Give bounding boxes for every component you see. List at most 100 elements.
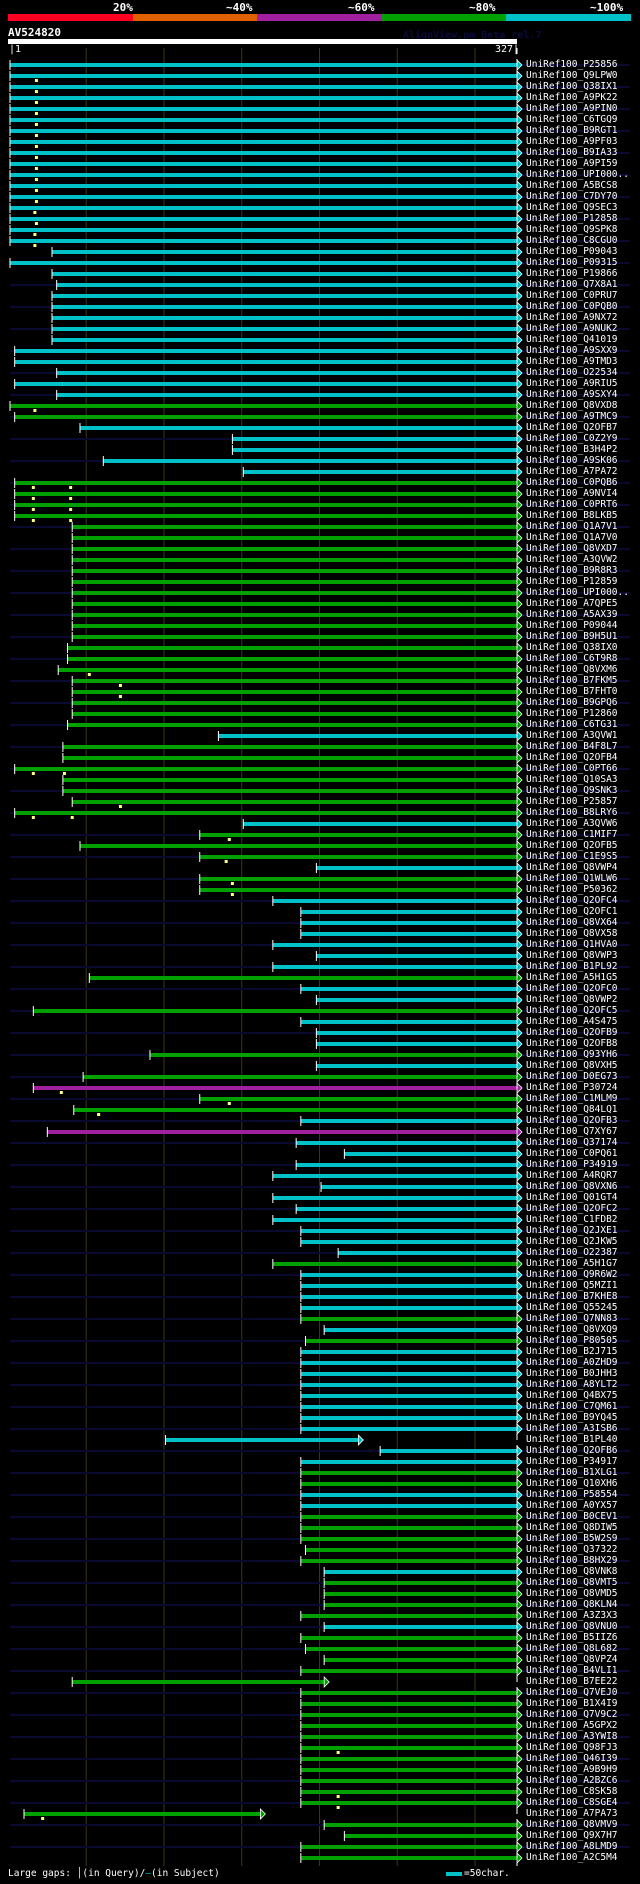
hit-label[interactable]: UniRef100_B5W2S9 <box>526 1533 618 1544</box>
hit-label[interactable]: UniRef100_A5BCS8 <box>526 180 618 191</box>
hit-label[interactable]: UniRef100_A7PA73 <box>526 1808 618 1819</box>
hit-label[interactable]: UniRef100_A3Z3X3 <box>526 1610 618 1621</box>
hit-label[interactable]: UniRef100_Q9SPK8 <box>526 224 618 235</box>
hit-label[interactable]: UniRef100_B1X4I9 <box>526 1698 618 1709</box>
hit-label[interactable]: UniRef100_Q2OFB4 <box>526 752 618 763</box>
hit-label[interactable]: UniRef100_C0PT66 <box>526 763 618 774</box>
hit-label[interactable]: UniRef100_Q2JKW5 <box>526 1236 618 1247</box>
hit-label[interactable]: UniRef100_Q1HVA0 <box>526 939 618 950</box>
hit-label[interactable]: UniRef100_Q4BX75 <box>526 1390 618 1401</box>
hit-label[interactable]: UniRef100_Q2OFC2 <box>526 1203 618 1214</box>
hit-label[interactable]: UniRef100_Q9SNK3 <box>526 785 618 796</box>
hit-label[interactable]: UniRef100_Q2OFC1 <box>526 906 618 917</box>
hit-label[interactable]: UniRef100_Q93YH6 <box>526 1049 618 1060</box>
hit-label[interactable]: UniRef100_P25857 <box>526 796 618 807</box>
hit-label[interactable]: UniRef100_Q41019 <box>526 334 618 345</box>
hit-label[interactable]: UniRef100_A9PI59 <box>526 158 618 169</box>
hit-label[interactable]: UniRef100_Q2OFB6 <box>526 1445 618 1456</box>
hit-label[interactable]: UniRef100_B0CEV1 <box>526 1511 618 1522</box>
hit-label[interactable]: UniRef100_C6TG31 <box>526 719 618 730</box>
hit-label[interactable]: UniRef100_UPI000.. <box>526 169 629 180</box>
hit-label[interactable]: UniRef100_B8LRY6 <box>526 807 618 818</box>
hit-label[interactable]: UniRef100_Q8VXD8 <box>526 400 618 411</box>
hit-label[interactable]: UniRef100_A5GPX2 <box>526 1720 618 1731</box>
hit-label[interactable]: UniRef100_Q38IX1 <box>526 81 618 92</box>
hit-label[interactable]: UniRef100_C8SK58 <box>526 1786 618 1797</box>
hit-label[interactable]: UniRef100_Q9X7H7 <box>526 1830 618 1841</box>
hit-label[interactable]: UniRef100_Q5MZI1 <box>526 1280 618 1291</box>
hit-label[interactable]: UniRef100_Q01GT4 <box>526 1192 618 1203</box>
hit-label[interactable]: UniRef100_Q8VPZ4 <box>526 1654 618 1665</box>
hit-label[interactable]: UniRef100_C0Z2Y9 <box>526 433 618 444</box>
hit-label[interactable]: UniRef100_Q8VXM6 <box>526 664 618 675</box>
hit-label[interactable]: UniRef100_C7QM61 <box>526 1401 618 1412</box>
hit-label[interactable]: UniRef100_B9H5U1 <box>526 631 618 642</box>
hit-label[interactable]: UniRef100_O22387 <box>526 1247 618 1258</box>
hit-label[interactable]: UniRef100_P50362 <box>526 884 618 895</box>
hit-label[interactable]: UniRef100_Q46I39 <box>526 1753 618 1764</box>
hit-label[interactable]: UniRef100_B7KHE8 <box>526 1291 618 1302</box>
hit-label[interactable]: UniRef100_A9SK06 <box>526 455 618 466</box>
hit-label[interactable]: UniRef100_C1FDB2 <box>526 1214 618 1225</box>
hit-label[interactable]: UniRef100_P58554 <box>526 1489 618 1500</box>
hit-label[interactable]: UniRef100_B9R8R3 <box>526 565 618 576</box>
hit-label[interactable]: UniRef100_B1PL92 <box>526 961 618 972</box>
hit-label[interactable]: UniRef100_A3QVW2 <box>526 554 618 565</box>
hit-label[interactable]: UniRef100_A0ZHD9 <box>526 1357 618 1368</box>
hit-label[interactable]: UniRef100_Q1A7V1 <box>526 521 618 532</box>
hit-label[interactable]: UniRef100_A9PF03 <box>526 136 618 147</box>
hit-label[interactable]: UniRef100_A9PK22 <box>526 92 618 103</box>
hit-label[interactable]: UniRef100_Q8VMT5 <box>526 1577 618 1588</box>
hit-label[interactable]: UniRef100_P12860 <box>526 708 618 719</box>
hit-label[interactable]: UniRef100_A9NX72 <box>526 312 618 323</box>
hit-label[interactable]: UniRef100_Q8VNU0 <box>526 1621 618 1632</box>
hit-label[interactable]: UniRef100_Q8VXN6 <box>526 1181 618 1192</box>
hit-label[interactable]: UniRef100_P30724 <box>526 1082 618 1093</box>
hit-label[interactable]: UniRef100_A3QVW6 <box>526 818 618 829</box>
hit-label[interactable]: UniRef100_Q55245 <box>526 1302 618 1313</box>
hit-label[interactable]: UniRef100_A9NVI4 <box>526 488 618 499</box>
hit-label[interactable]: UniRef100_P09044 <box>526 620 618 631</box>
hit-label[interactable]: UniRef100_A5H1G7 <box>526 1258 618 1269</box>
hit-label[interactable]: UniRef100_P25856 <box>526 59 618 70</box>
hit-label[interactable]: UniRef100_Q8VMV9 <box>526 1819 618 1830</box>
hit-label[interactable]: UniRef100_Q37174 <box>526 1137 618 1148</box>
hit-label[interactable]: UniRef100_Q7VEJ0 <box>526 1687 618 1698</box>
hit-label[interactable]: UniRef100_Q9R6W2 <box>526 1269 618 1280</box>
hit-label[interactable]: UniRef100_B5IIZ6 <box>526 1632 618 1643</box>
hit-label[interactable]: UniRef100_Q1A7V0 <box>526 532 618 543</box>
hit-label[interactable]: UniRef100_Q2OFC5 <box>526 1005 618 1016</box>
hit-label[interactable]: UniRef100_A3ISB6 <box>526 1423 618 1434</box>
hit-label[interactable]: UniRef100_Q8VXD7 <box>526 543 618 554</box>
hit-label[interactable]: UniRef100_C6TGQ9 <box>526 114 618 125</box>
hit-label[interactable]: UniRef100_A3YWI8 <box>526 1731 618 1742</box>
hit-label[interactable]: UniRef100_Q9SEC3 <box>526 202 618 213</box>
hit-label[interactable]: UniRef100_P12859 <box>526 576 618 587</box>
hit-label[interactable]: UniRef100_Q8VX58 <box>526 928 618 939</box>
hit-label[interactable]: UniRef100_C1MLM9 <box>526 1093 618 1104</box>
hit-label[interactable]: UniRef100_A8LMD9 <box>526 1841 618 1852</box>
hit-label[interactable]: UniRef100_C0PQB6 <box>526 477 618 488</box>
hit-label[interactable]: UniRef100_Q8VWP2 <box>526 994 618 1005</box>
hit-label[interactable]: UniRef100_B8LKB5 <box>526 510 618 521</box>
hit-label[interactable]: UniRef100_Q98FJ3 <box>526 1742 618 1753</box>
hit-label[interactable]: UniRef100_C8SGE4 <box>526 1797 618 1808</box>
hit-label[interactable]: UniRef100_B8HX29 <box>526 1555 618 1566</box>
hit-label[interactable]: UniRef100_Q7X8A1 <box>526 279 618 290</box>
hit-label[interactable]: UniRef100_P34919 <box>526 1159 618 1170</box>
hit-label[interactable]: UniRef100_A3QVW1 <box>526 730 618 741</box>
hit-label[interactable]: UniRef100_P09043 <box>526 246 618 257</box>
hit-label[interactable]: UniRef100_C0PQB0 <box>526 301 618 312</box>
hit-label[interactable]: UniRef100_Q7NN83 <box>526 1313 618 1324</box>
hit-label[interactable]: UniRef100_B7FHT0 <box>526 686 618 697</box>
hit-label[interactable]: UniRef100_Q8VWP3 <box>526 950 618 961</box>
hit-label[interactable]: UniRef100_C0PRU7 <box>526 290 618 301</box>
hit-label[interactable]: UniRef100_A9PIN0 <box>526 103 618 114</box>
hit-label[interactable]: UniRef100_Q10SA3 <box>526 774 618 785</box>
hit-label[interactable]: UniRef100_C7DY70 <box>526 191 618 202</box>
hit-label[interactable]: UniRef100_A8YLT2 <box>526 1379 618 1390</box>
hit-label[interactable]: UniRef100_Q8VXH5 <box>526 1060 618 1071</box>
hit-label[interactable]: UniRef100_P34917 <box>526 1456 618 1467</box>
hit-label[interactable]: UniRef100_A4S475 <box>526 1016 618 1027</box>
hit-label[interactable]: UniRef100_Q2OFC4 <box>526 895 618 906</box>
